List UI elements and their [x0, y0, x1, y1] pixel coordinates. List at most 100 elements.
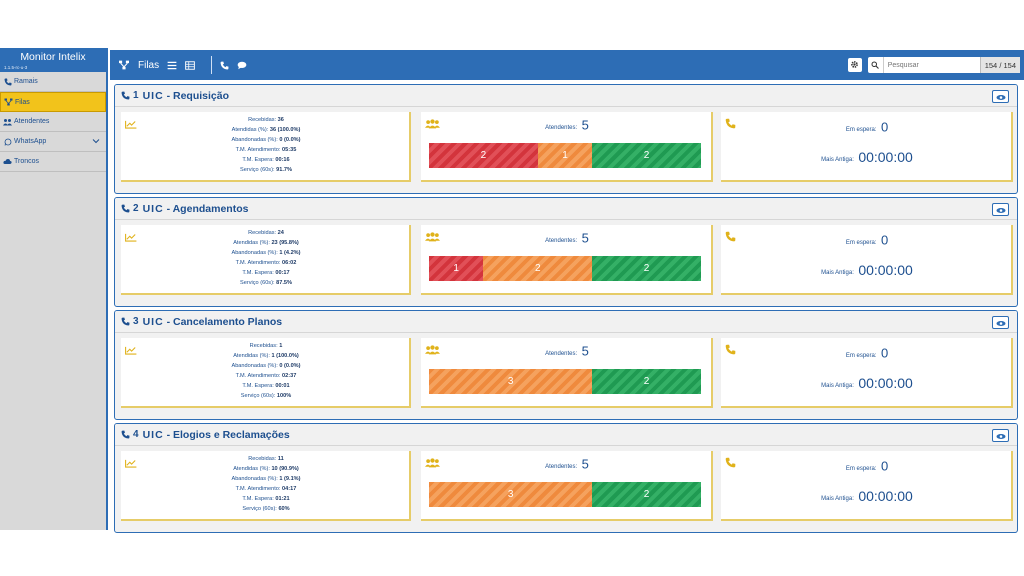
queue-name: - Requisição: [166, 89, 230, 102]
stats-panel: Recebidas: 1 Atendidas (%): 1 (100.0%) A…: [121, 338, 411, 408]
stat-tm-wait: T.M. Espera: 00:01: [121, 381, 411, 391]
stat-value: 00:01: [275, 383, 290, 389]
stat-value: 05:35: [282, 147, 297, 153]
sidebar: Monitor Intelix 1.1.5-rc-u-3 Ramais Fila…: [0, 48, 108, 530]
search-input[interactable]: [883, 58, 980, 72]
oldest-label: Mais Antiga:: [821, 383, 854, 389]
stat-label: Atendidas (%):: [233, 466, 270, 472]
waiting-value: 0: [880, 232, 889, 248]
stat-value: 00:17: [275, 270, 290, 276]
stats-panel: Recebidas: 11 Atendidas (%): 10 (90.9%) …: [121, 451, 411, 521]
agents-value: 5: [581, 117, 589, 133]
stat-label: Abandonadas (%):: [231, 363, 278, 369]
stat-value: 10 (90.9%): [271, 466, 299, 472]
stat-value: 87.5%: [276, 280, 292, 286]
waiting-label: Em espera:: [845, 466, 877, 472]
table-view-icon[interactable]: [185, 60, 195, 70]
queue-name: - Agendamentos: [166, 202, 249, 215]
view-queue-button[interactable]: [992, 316, 1009, 329]
oldest-call: Mais Antiga: 00:00:00: [721, 148, 1013, 166]
queue-prefix: UIC: [142, 428, 164, 441]
stat-label: Atendidas (%):: [231, 127, 269, 133]
queue-number: 4: [121, 428, 139, 442]
search-button[interactable]: [868, 57, 884, 73]
waiting-panel: Em espera: 0 Mais Antiga: 00:00:00: [721, 225, 1013, 295]
chart-line-icon: [125, 455, 137, 473]
chart-line-icon: [125, 229, 137, 247]
stat-value: 04:17: [282, 486, 297, 492]
stat-label: Abandonadas (%):: [231, 250, 278, 256]
sitemap-icon: [4, 98, 13, 107]
stat-value: 100%: [276, 393, 292, 399]
sidebar-item-ramais[interactable]: Ramais: [0, 72, 106, 92]
agents-label: Atendentes:: [545, 125, 578, 131]
sidebar-item-filas[interactable]: Filas: [0, 92, 106, 112]
phone-icon: [121, 91, 130, 100]
waiting-label: Em espera:: [845, 353, 877, 359]
agents-label: Atendentes:: [545, 238, 578, 244]
waiting-panel: Em espera: 0 Mais Antiga: 00:00:00: [721, 451, 1013, 521]
view-queue-button[interactable]: [992, 90, 1009, 103]
stats-list: Recebidas: 24 Atendidas (%): 23 (95.8%) …: [121, 228, 411, 288]
stat-value: 0 (0.0%): [279, 137, 301, 143]
stat-received: Recebidas: 36: [121, 115, 411, 125]
waiting-value: 0: [880, 119, 889, 135]
agents-count: Atendentes: 5: [421, 116, 713, 134]
stat-value: 00:16: [275, 157, 290, 163]
waiting-count: Em espera: 0: [721, 457, 1013, 475]
stat-tm-wait: T.M. Espera: 00:16: [121, 155, 411, 165]
sidebar-item-troncos[interactable]: Troncos: [0, 152, 106, 172]
agents-value: 5: [581, 230, 589, 246]
stat-label: T.M. Atendimento:: [235, 486, 281, 492]
oldest-value: 00:00:00: [858, 374, 913, 391]
stat-service-level: Serviço (60s): 60%: [121, 504, 411, 514]
status-segment-green: 2: [592, 143, 701, 168]
sidebar-item-label: Filas: [15, 98, 30, 106]
phone-icon: [3, 77, 12, 86]
stat-answered: Atendidas (%): 10 (90.9%): [121, 464, 411, 474]
stat-answered: Atendidas (%): 1 (100.0%): [121, 351, 411, 361]
view-queue-button[interactable]: [992, 203, 1009, 216]
waiting-label: Em espera:: [845, 127, 877, 133]
stat-value: 91.7%: [276, 167, 292, 173]
waiting-panel: Em espera: 0 Mais Antiga: 00:00:00: [721, 338, 1013, 408]
whatsapp-icon: [3, 137, 12, 146]
stat-abandoned: Abandonadas (%): 0 (0.0%): [121, 361, 411, 371]
stat-value: 36: [277, 117, 284, 123]
oldest-call: Mais Antiga: 00:00:00: [721, 374, 1013, 392]
agents-label: Atendentes:: [545, 464, 578, 470]
sidebar-item-atendentes[interactable]: Atendentes: [0, 112, 106, 132]
view-queue-button[interactable]: [992, 429, 1009, 442]
stat-label: T.M. Atendimento:: [235, 260, 281, 266]
stat-label: Recebidas:: [249, 343, 278, 349]
stats-panel: Recebidas: 24 Atendidas (%): 23 (95.8%) …: [121, 225, 411, 295]
stats-panel: Recebidas: 36 Atendidas (%): 36 (100.0%)…: [121, 112, 411, 182]
stat-label: Recebidas:: [248, 456, 277, 462]
chevron-down-icon[interactable]: [92, 138, 100, 146]
queue-title: UIC - Agendamentos: [143, 203, 249, 215]
app-frame: Monitor Intelix 1.1.5-rc-u-3 Ramais Fila…: [0, 48, 1024, 533]
sidebar-item-whatsapp[interactable]: WhatsApp: [0, 132, 106, 152]
stat-label: T.M. Espera:: [242, 383, 274, 389]
phone-filter-icon[interactable]: [220, 61, 229, 70]
chat-filter-icon[interactable]: [237, 61, 247, 70]
app-title: Monitor Intelix: [20, 51, 86, 63]
stats-list: Recebidas: 1 Atendidas (%): 1 (100.0%) A…: [121, 341, 411, 401]
section-title: Filas: [138, 59, 160, 71]
users-icon: [3, 117, 12, 126]
stat-value: 60%: [278, 506, 290, 512]
phone-icon: [121, 430, 130, 439]
queue-card: 4 UIC - Elogios e Reclamações Recebidas:…: [114, 423, 1018, 533]
agents-count: Atendentes: 5: [421, 229, 713, 247]
phone-icon: [725, 455, 736, 473]
queue-prefix: UIC: [142, 315, 164, 328]
settings-button[interactable]: [847, 58, 862, 72]
status-segment-red: 1: [429, 256, 484, 281]
brand: Monitor Intelix 1.1.5-rc-u-3: [0, 48, 106, 72]
list-view-icon[interactable]: [167, 61, 177, 70]
status-segment-orange: 1: [537, 143, 593, 168]
